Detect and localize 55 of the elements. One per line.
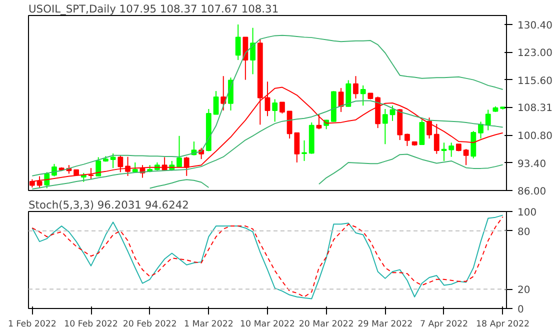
candlestick [463,148,469,166]
y-tick-label: 108.31 [518,103,552,114]
candlestick [118,154,124,173]
candlestick [88,168,94,180]
candlestick [485,109,491,131]
y-tick-label: 100.80 [518,131,552,142]
candlestick [250,27,256,75]
candlestick [235,24,241,60]
x-tick-label: 29 Mar 2022 [358,320,413,330]
y-tick-label: 86.00 [518,186,546,198]
candlestick [346,80,352,108]
candlestick [382,108,388,145]
x-tick-label: 20 Feb 2022 [122,320,177,330]
candlestick [242,36,248,80]
x-tick-label: 10 Mar 2022 [240,320,295,330]
chart-title: USOIL_SPT,Daily 107.95 108.37 107.67 108.31 [28,2,279,16]
candlestick [360,84,366,106]
candlestick [52,163,57,177]
x-tick-label: 1 Feb 2022 [8,320,56,330]
candlestick [478,121,484,140]
x-tick-label: 1 Mar 2022 [184,320,234,330]
y-tick-label: 80 [518,226,530,238]
candlestick [434,123,440,154]
candlestick [316,114,322,130]
candlestick [419,119,425,146]
candlestick [213,90,219,116]
y-tick-label: 130.40 [518,20,552,32]
candlestick [110,152,116,169]
x-tick-label: 10 Feb 2022 [64,320,118,330]
candlestick [228,77,234,111]
candlestick [426,117,432,140]
y-tick-label: 20 [518,285,530,296]
candlestick [96,156,102,177]
x-tick-label: 7 Apr 2022 [420,320,468,330]
candlestick [176,135,182,168]
candlestick [280,102,285,114]
candlestick [390,105,396,122]
candlestick [441,142,447,162]
candlestick [302,140,307,162]
y-tick-label: 0 [518,304,524,316]
candlestick [44,172,50,189]
candlestick [470,130,476,159]
candlestick [272,98,278,122]
y-tick-label: 123.00 [518,48,552,60]
x-tick-label: 20 Mar 2022 [298,320,354,330]
candlestick [404,133,410,146]
x-tick-label: 18 Apr 2022 [476,320,530,330]
y-tick-label: 115.60 [518,76,552,87]
chart-title: Stoch(5,3,3) 96.2031 94.6242 [28,198,189,212]
candlestick [184,156,190,176]
y-tick-label: 93.40 [518,158,546,170]
candlestick [220,76,226,111]
y-tick-label: 100 [518,208,537,218]
candlestick [448,142,454,158]
candlestick [353,76,358,100]
